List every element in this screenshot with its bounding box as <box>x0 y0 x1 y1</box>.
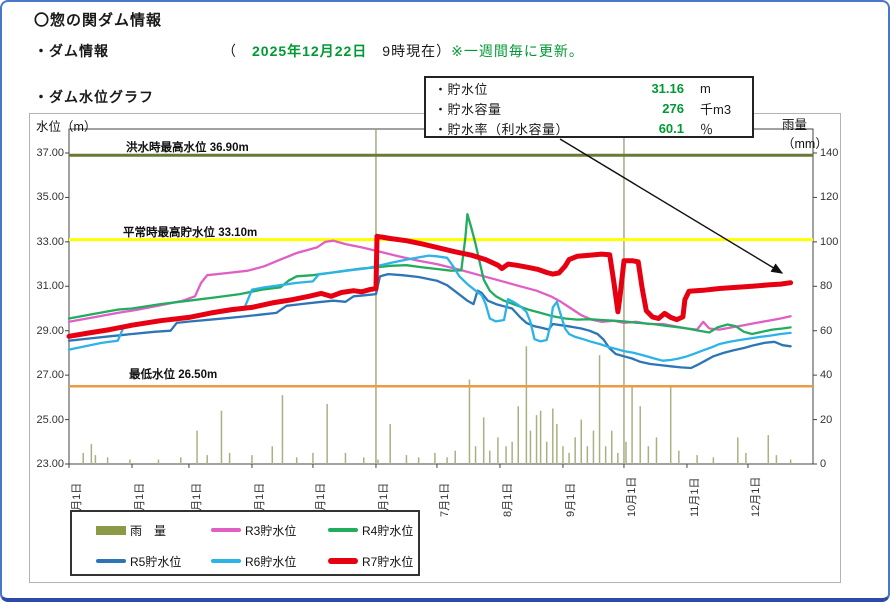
summary-value: 276 <box>662 101 684 116</box>
y-right-tick: 60 <box>820 324 833 337</box>
water-level-chart: 水位（m） 雨量（mm） 37.00 35.00 33.00 31.00 29.00 27… <box>29 113 841 583</box>
y-left-tick: 31.00 <box>36 280 64 293</box>
summary-row: ・貯水率（利水容量） 60.1 ％ <box>426 119 752 138</box>
y-right-tick: 20 <box>820 413 833 426</box>
axis-ticks <box>65 152 817 468</box>
rain-bars <box>82 346 792 464</box>
legend-swatch <box>328 528 358 532</box>
legend-item-R5貯水位: R5貯水位 <box>96 554 182 569</box>
series-R5貯水位 <box>67 272 792 370</box>
update-note: ※一週間毎に更新。 <box>451 43 584 59</box>
y-left-axis-title: 水位（m） <box>36 120 97 134</box>
y-left-tick: 35.00 <box>36 191 64 204</box>
reservoir-summary-box: ・貯水位 31.16 m ・貯水容量 276 千m3 ・貯水率（利水容量） 60.1 ％ <box>424 76 754 138</box>
summary-row: ・貯水容量 276 千m3 <box>426 99 752 118</box>
legend-label: 雨 量 <box>130 523 167 538</box>
report-date: 2025年12月22日 <box>252 43 368 59</box>
legend-label: R4貯水位 <box>362 523 414 538</box>
dam-info-label: ・ダム情報 <box>34 43 109 59</box>
series-R7貯水位 <box>66 233 794 339</box>
time-note: 9時現在） <box>367 43 452 59</box>
x-tick-label: 7月1日 <box>438 482 451 517</box>
legend-label: R6貯水位 <box>245 554 297 569</box>
summary-unit: m <box>700 81 711 96</box>
legend-label: R5貯水位 <box>130 554 182 569</box>
legend-item-R7貯水位: R7貯水位 <box>328 554 414 569</box>
y-left-tick: 37.00 <box>36 146 64 159</box>
y-right-tick: 0 <box>820 458 827 470</box>
dam-info-line: ・ダム情報 （ 2025年12月22日 9時現在）※一週間毎に更新。 <box>34 41 584 61</box>
y-left-tick: 33.00 <box>36 235 64 248</box>
reference-line-label: 最低水位 26.50m <box>129 369 218 381</box>
y-left-tick: 27.00 <box>36 369 64 382</box>
plot-border <box>68 128 814 465</box>
reference-line-label: 洪水時最高水位 36.90m <box>126 142 249 154</box>
y-right-tick: 100 <box>820 235 839 248</box>
y-right-tick: 80 <box>820 280 833 293</box>
y-left-tick: 25.00 <box>36 413 64 426</box>
y-right-tick: 140 <box>820 146 839 159</box>
legend-item-R6貯水位: R6貯水位 <box>211 554 297 569</box>
x-tick-label: 10月1日 <box>625 476 638 517</box>
page-title: 〇惣の関ダム情報 <box>34 12 163 29</box>
legend-item-雨量: 雨 量 <box>96 523 167 538</box>
x-tick-label: 11月1日 <box>688 477 701 517</box>
legend-swatch <box>328 558 358 564</box>
chart-legend: 雨 量 R3貯水位 R4貯水位 R5貯水位 R6貯水位 R7貯水位 <box>70 510 420 576</box>
y-left-tick: 29.00 <box>36 324 64 337</box>
y-right-tick: 40 <box>820 369 833 382</box>
legend-swatch <box>96 525 126 535</box>
paren-open: （ <box>222 43 252 59</box>
graph-section-label: ・ダム水位グラフ <box>34 89 154 105</box>
legend-swatch <box>211 528 241 532</box>
x-tick-label: 9月1日 <box>564 482 577 517</box>
y-right-tick: 120 <box>820 191 839 204</box>
legend-item-R4貯水位: R4貯水位 <box>328 523 414 538</box>
summary-unit: 千m3 <box>700 102 732 117</box>
reference-line-label: 平常時最高貯水位 33.10m <box>123 227 258 239</box>
legend-item-R3貯水位: R3貯水位 <box>211 523 297 538</box>
y-left-tick: 23.00 <box>36 458 64 470</box>
legend-swatch <box>96 559 126 563</box>
legend-label: R7貯水位 <box>362 554 414 569</box>
y-right-axis-title: 雨量（mm） <box>782 118 828 151</box>
summary-value: 31.16 <box>651 81 684 96</box>
summary-label: ・貯水率（利水容量） <box>434 122 570 137</box>
summary-row: ・貯水位 31.16 m <box>426 79 752 98</box>
x-tick-label: 8月1日 <box>501 482 514 517</box>
summary-unit: ％ <box>700 122 714 137</box>
summary-value: 60.1 <box>658 121 684 136</box>
legend-label: R3貯水位 <box>245 523 297 538</box>
summary-label: ・貯水容量 <box>434 102 502 117</box>
x-tick-label: 12月1日 <box>749 476 762 517</box>
legend-swatch <box>211 559 241 563</box>
series-R6貯水位 <box>67 254 792 362</box>
chart-plot-area <box>65 128 817 468</box>
series-R3貯水位 <box>67 239 792 331</box>
summary-label: ・貯水位 <box>434 82 489 97</box>
